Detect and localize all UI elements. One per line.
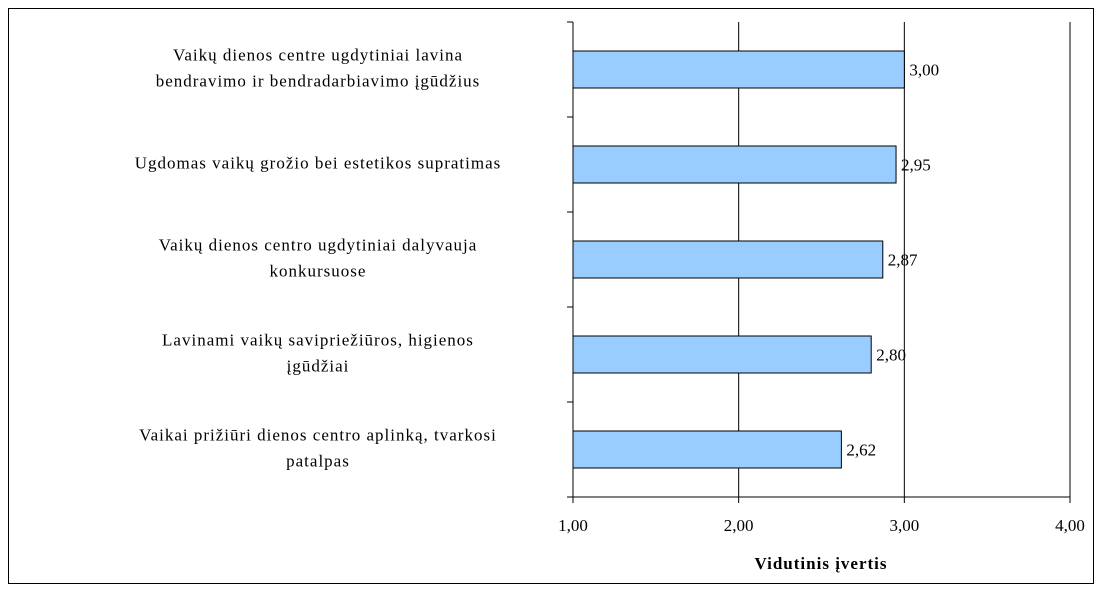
- bar: [572, 430, 842, 469]
- chart-frame: [8, 8, 1094, 584]
- y-tick-label: Lavinami vaikų savipriežiūros, higienos: [162, 330, 474, 349]
- value-label: 2,80: [876, 345, 906, 364]
- bar: [572, 240, 884, 279]
- y-tick-label: įgūdžiai: [287, 356, 350, 375]
- value-label: 2,87: [888, 250, 918, 269]
- x-tick-label: 2,00: [724, 516, 754, 535]
- bar: [572, 145, 897, 184]
- x-axis-title: Vidutinis įvertis: [754, 554, 887, 573]
- value-label: 3,00: [909, 60, 939, 79]
- y-tick-label: konkursuose: [270, 261, 367, 280]
- x-tick-label: 4,00: [1055, 516, 1085, 535]
- x-tick-label: 1,00: [558, 516, 588, 535]
- bar: [572, 50, 905, 89]
- y-tick-label: Vaikai prižiūri dienos centro aplinką, t…: [139, 425, 497, 444]
- y-tick-label: Ugdomas vaikų grožio bei estetikos supra…: [135, 153, 502, 172]
- y-tick-label: bendravimo ir bendradarbiavimo įgūdžius: [156, 71, 481, 90]
- y-tick-label: Vaikų dienos centro ugdytiniai dalyvauja: [159, 235, 478, 254]
- bar: [572, 335, 872, 374]
- x-tick-label: 3,00: [889, 516, 919, 535]
- y-tick-label: Vaikų dienos centre ugdytiniai lavina: [173, 45, 463, 64]
- value-label: 2,62: [846, 440, 876, 459]
- value-label: 2,95: [901, 155, 931, 174]
- y-tick-label: patalpas: [286, 451, 350, 470]
